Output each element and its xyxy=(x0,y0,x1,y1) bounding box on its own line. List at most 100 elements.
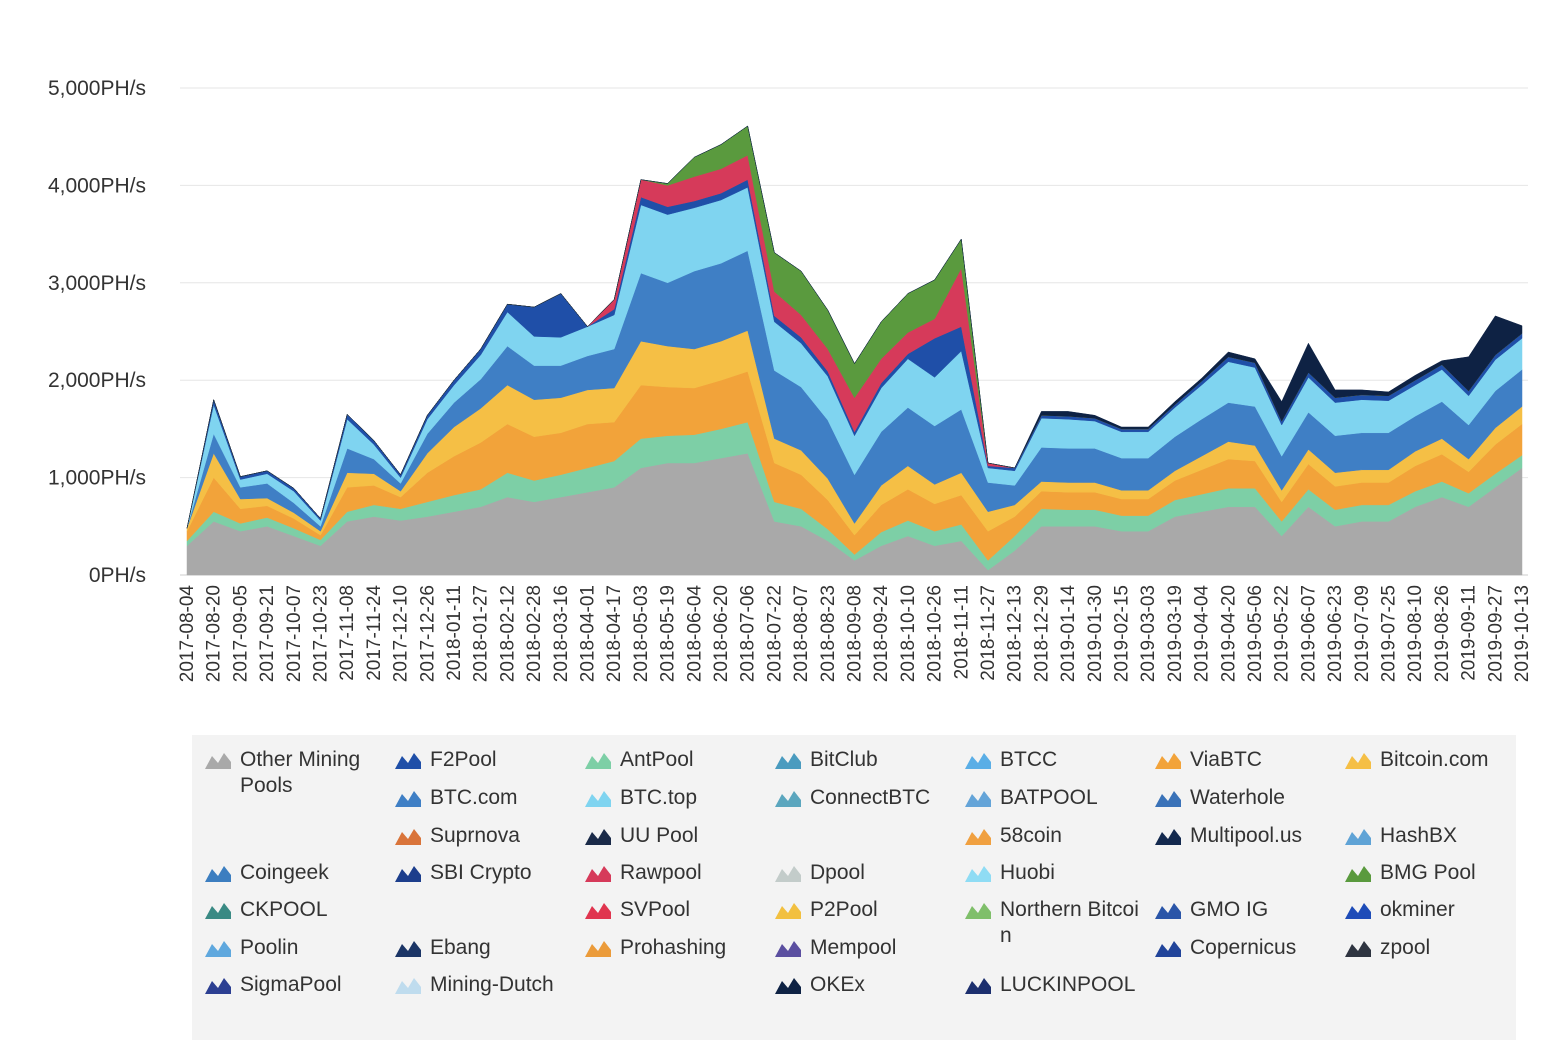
x-tick-label: 2018-06-04 xyxy=(684,585,705,683)
x-tick-label: 2019-06-07 xyxy=(1298,585,1319,682)
legend-item[interactable]: Dpool xyxy=(774,860,956,886)
legend-label: Copernicus xyxy=(1190,936,1297,959)
area-series-icon xyxy=(585,829,611,845)
legend-item[interactable]: AntPool xyxy=(584,747,766,773)
area-series-icon xyxy=(1155,753,1181,769)
area-series-icon xyxy=(395,829,421,845)
legend-item[interactable]: BTC.top xyxy=(584,785,766,811)
y-tick-label: 2,000PH/s xyxy=(48,369,146,392)
x-tick-label: 2019-08-10 xyxy=(1405,585,1426,682)
legend-item[interactable]: Suprnova xyxy=(394,823,576,849)
x-tick-label: 2018-02-28 xyxy=(524,585,545,682)
area-series-icon xyxy=(965,866,991,882)
legend-item[interactable]: BTC.com xyxy=(394,785,576,811)
x-tick-label: 2017-10-23 xyxy=(311,585,332,682)
y-tick-label: 5,000PH/s xyxy=(48,77,146,100)
legend-item[interactable]: Poolin xyxy=(204,935,386,961)
legend-label: HashBX xyxy=(1380,824,1458,847)
legend-item[interactable]: SBI Crypto xyxy=(394,860,576,886)
legend-item[interactable]: Northern Bitcoin xyxy=(964,897,1146,949)
legend-item[interactable]: Coingeek xyxy=(204,860,386,886)
legend-item[interactable]: Rawpool xyxy=(584,860,766,886)
x-tick-label: 2019-01-30 xyxy=(1085,585,1106,682)
x-tick-label: 2018-01-11 xyxy=(444,585,465,681)
x-tick-label: 2018-08-07 xyxy=(791,585,812,682)
x-tick-label: 2019-03-19 xyxy=(1165,585,1186,682)
y-tick-label: 3,000PH/s xyxy=(48,272,146,295)
legend-item[interactable]: Ebang xyxy=(394,935,576,961)
x-tick-label: 2018-05-19 xyxy=(658,585,679,682)
legend-item[interactable]: Prohashing xyxy=(584,935,766,961)
legend-label: OKEx xyxy=(810,973,865,996)
legend-item[interactable]: Huobi xyxy=(964,860,1146,886)
legend-item[interactable]: LUCKINPOOL xyxy=(964,972,1146,998)
x-tick-label: 2019-03-03 xyxy=(1138,585,1159,682)
x-tick-label: 2017-12-26 xyxy=(417,585,438,682)
legend-item[interactable]: BATPOOL xyxy=(964,785,1146,811)
area-series-icon xyxy=(775,941,801,957)
x-tick-label: 2017-09-21 xyxy=(257,585,278,682)
area-series-icon xyxy=(965,978,991,994)
hashrate-area-chart: 0PH/s 1,000PH/s 2,000PH/s 3,000PH/s 4,000PH/… xyxy=(48,77,1533,683)
x-tick-label: 2018-03-16 xyxy=(551,585,572,682)
legend-item[interactable]: Multipool.us xyxy=(1154,823,1336,849)
legend-item[interactable]: Mempool xyxy=(774,935,956,961)
legend-item[interactable]: Bitcoin.com xyxy=(1344,747,1526,773)
legend-label: CKPOOL xyxy=(240,898,328,921)
x-tick-label: 2019-06-23 xyxy=(1325,585,1346,682)
legend-label: ViaBTC xyxy=(1190,748,1262,771)
x-tick-label: 2018-08-23 xyxy=(818,585,839,682)
area-series-icon xyxy=(775,791,801,807)
x-tick-label: 2019-04-20 xyxy=(1218,585,1239,682)
legend-item[interactable]: zpool xyxy=(1344,935,1526,961)
legend-item[interactable]: Copernicus xyxy=(1154,935,1336,961)
legend-item[interactable]: F2Pool xyxy=(394,747,576,773)
legend-item[interactable]: Other Mining Pools xyxy=(204,747,386,799)
series-area-okex xyxy=(186,125,1523,529)
legend-label: SigmaPool xyxy=(240,973,342,996)
legend-item[interactable]: okminer xyxy=(1344,897,1526,923)
area-series-icon xyxy=(1155,829,1181,845)
legend-label: F2Pool xyxy=(430,748,497,771)
legend-label: Rawpool xyxy=(620,861,702,884)
x-tick-label: 2018-07-22 xyxy=(764,585,785,682)
legend-item[interactable]: P2Pool xyxy=(774,897,956,923)
x-tick-label: 2018-07-06 xyxy=(738,585,759,682)
legend-item[interactable]: ViaBTC xyxy=(1154,747,1336,773)
area-series-icon xyxy=(585,866,611,882)
legend-item[interactable]: OKEx xyxy=(774,972,956,998)
legend-label: BitClub xyxy=(810,748,878,771)
area-series-icon xyxy=(1345,866,1371,882)
legend-item[interactable]: SigmaPool xyxy=(204,972,386,998)
area-series-icon xyxy=(205,866,231,882)
area-series-icon xyxy=(775,978,801,994)
legend-item[interactable]: BitClub xyxy=(774,747,956,773)
legend-label: Dpool xyxy=(810,861,865,884)
legend-item[interactable]: UU Pool xyxy=(584,823,766,849)
legend-item[interactable]: ConnectBTC xyxy=(774,785,956,811)
legend-label: Other Mining Pools xyxy=(240,748,361,797)
x-tick-label: 2017-11-24 xyxy=(364,585,385,681)
legend-item[interactable]: 58coin xyxy=(964,823,1146,849)
legend-item[interactable]: SVPool xyxy=(584,897,766,923)
legend-item[interactable]: GMO IG xyxy=(1154,897,1336,923)
legend-label: Mempool xyxy=(810,936,897,959)
legend-item[interactable]: CKPOOL xyxy=(204,897,386,923)
legend-label: GMO IG xyxy=(1190,898,1269,921)
area-series-icon xyxy=(1345,829,1371,845)
legend-label: SBI Crypto xyxy=(430,861,532,884)
legend: Other Mining Pools F2Pool AntPool BitClub BT… xyxy=(192,735,1516,1040)
legend-item[interactable]: HashBX xyxy=(1344,823,1526,849)
legend-label: LUCKINPOOL xyxy=(1000,973,1136,996)
area-series-icon xyxy=(205,978,231,994)
x-tick-label: 2019-04-04 xyxy=(1192,585,1213,683)
legend-item[interactable]: Waterhole xyxy=(1154,785,1336,811)
legend-item[interactable]: BMG Pool xyxy=(1344,860,1526,886)
area-series-icon xyxy=(965,903,991,919)
area-series-icon xyxy=(1155,941,1181,957)
y-tick-label: 4,000PH/s xyxy=(48,174,146,197)
legend-item[interactable]: Mining-Dutch xyxy=(394,972,576,998)
legend-item[interactable]: BTCC xyxy=(964,747,1146,773)
legend-label: Huobi xyxy=(1000,861,1055,884)
area-series-icon xyxy=(395,866,421,882)
